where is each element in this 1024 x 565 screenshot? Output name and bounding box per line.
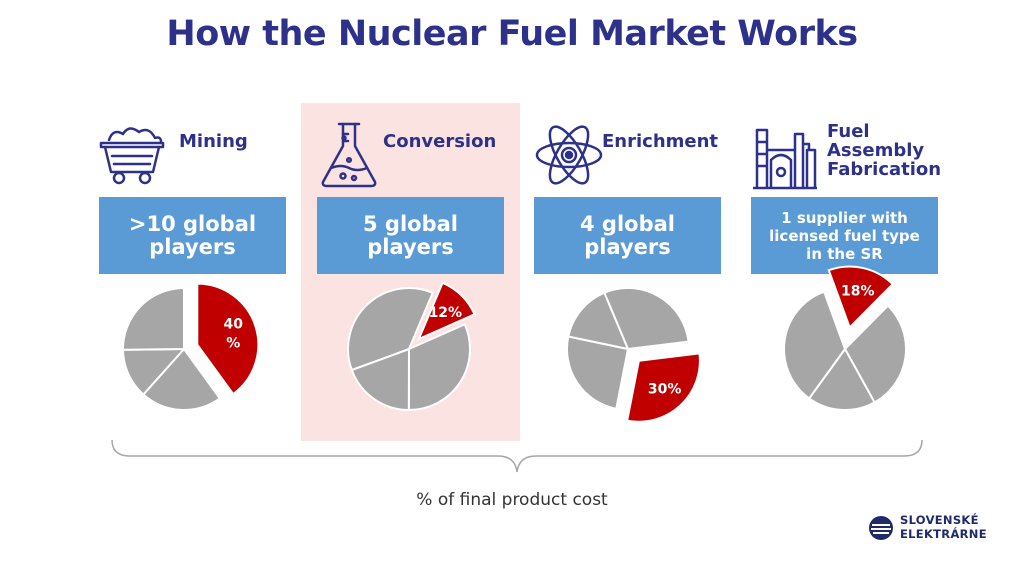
atom-icon	[535, 125, 603, 185]
pie-slice-highlight	[827, 265, 895, 330]
pie-slice-gray	[347, 287, 435, 372]
pie-data-label: 12%	[429, 305, 463, 321]
players-box: 1 supplier with licensed fuel type in th…	[751, 197, 938, 274]
stage-label-line: Mining	[179, 131, 248, 152]
stage-label-enrichment: Enrichment	[602, 132, 718, 151]
flask-icon	[321, 122, 377, 188]
box-line: players	[149, 234, 236, 259]
stage-label-conversion: Conversion	[383, 132, 496, 151]
stage-label-mining: Mining	[179, 132, 248, 151]
box-line: in the SR	[806, 244, 883, 263]
stage-fabrication: Fuel Assembly Fabrication 1 supplier wit…	[751, 110, 969, 440]
factory-icon	[753, 128, 817, 190]
logo-mark-icon	[869, 516, 893, 540]
players-box: 4 global players	[534, 197, 721, 274]
page-title: How the Nuclear Fuel Market Works	[166, 14, 858, 54]
stage-label-line: Conversion	[383, 131, 497, 152]
pie-chart-mining: 40%	[121, 282, 260, 411]
pie-slice-gray	[783, 290, 847, 400]
pie-data-label: 40	[224, 316, 244, 332]
box-line: 5 global	[363, 212, 458, 237]
stage-mining: Mining >10 global players 40%	[99, 110, 317, 440]
pie-slice-gray	[807, 347, 876, 411]
pie-slice-highlight	[416, 281, 476, 341]
pie-slice-gray	[567, 291, 630, 351]
company-logo: SLOVENSKÉ ELEKTRÁRNE	[868, 509, 998, 549]
pie-data-label: %	[226, 335, 240, 351]
pie-slice-gray	[603, 287, 690, 351]
stage-label-line: Fabrication	[827, 159, 942, 180]
pie-slice-gray	[141, 347, 222, 411]
pie-slice-gray	[350, 347, 411, 412]
pie-slice-gray	[566, 335, 630, 411]
pie-slice-highlight	[626, 352, 701, 423]
box-line: 4 global	[580, 212, 675, 237]
logo-text: SLOVENSKÉ ELEKTRÁRNE	[900, 513, 987, 541]
box-line: >10 global	[128, 212, 257, 237]
pie-chart-enrichment: 30%	[566, 287, 701, 423]
stage-label-line: Fuel	[827, 121, 870, 142]
box-line: licensed fuel type	[769, 226, 920, 245]
players-box: >10 global players	[99, 197, 286, 274]
stage-conversion: Conversion 5 global players 12%	[317, 110, 535, 440]
stage-label-line: Assembly	[827, 140, 925, 161]
pie-data-label: 30%	[648, 381, 682, 397]
logo-line: ELEKTRÁRNE	[900, 527, 987, 541]
pie-slice-gray	[843, 304, 907, 404]
mine-cart-icon	[99, 127, 165, 185]
box-line: players	[584, 234, 671, 259]
stage-enrichment: Enrichment 4 global players 30%	[534, 110, 752, 440]
pie-chart-conversion: 12%	[347, 281, 476, 412]
chart-caption: % of final product cost	[416, 490, 608, 510]
players-box: 5 global players	[317, 197, 504, 274]
logo-line: SLOVENSKÉ	[900, 513, 979, 527]
stage-label-line: Enrichment	[602, 131, 719, 152]
box-line: 1 supplier with	[781, 208, 908, 227]
curly-brace	[111, 439, 923, 473]
pie-slice-gray	[407, 322, 471, 412]
pie-slice-gray	[122, 286, 185, 351]
box-line: players	[367, 234, 454, 259]
pie-slice-highlight	[196, 282, 260, 396]
pie-data-label: 18%	[841, 284, 875, 300]
pie-chart-fabrication: 18%	[783, 265, 907, 411]
stage-label-fabrication: Fuel Assembly Fabrication	[827, 122, 941, 179]
